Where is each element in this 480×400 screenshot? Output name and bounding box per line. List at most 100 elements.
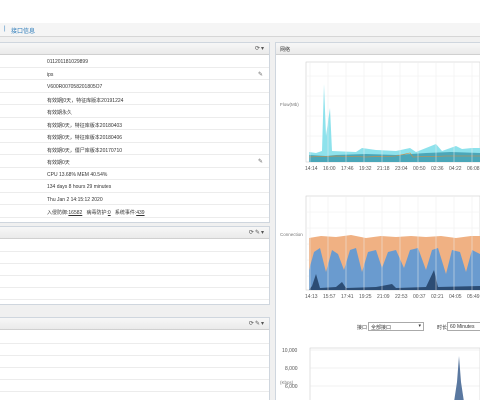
x-tick-label: 14:13 <box>305 294 318 300</box>
refresh-icon[interactable]: ⟳ <box>254 46 261 52</box>
panel-tools: ⟳▾ <box>255 45 265 52</box>
x-tick-label: 00:37 <box>413 294 426 300</box>
edit-icon[interactable]: ✎ <box>254 230 261 236</box>
flow-series-orange <box>308 152 480 158</box>
info-value: CPU 13.68% MEM 40.54% <box>47 171 108 178</box>
chevron-down-icon[interactable]: ▾ <box>260 46 265 52</box>
info-row: CPU 13.68% MEM 40.54% <box>0 169 269 181</box>
info-row: 011201181029899 <box>0 56 269 68</box>
x-tick-label: 19:25 <box>359 294 372 300</box>
tab-separator: | <box>4 26 6 32</box>
stats-row: 入侵防御:16582 病毒防护:0 系统事件:439 <box>0 206 269 218</box>
events-count-link[interactable]: 439 <box>136 210 145 216</box>
list-item <box>0 252 269 264</box>
plot-area <box>305 61 480 163</box>
list-item <box>0 344 269 356</box>
tab-interface-info[interactable]: 接口信息 <box>11 29 36 35</box>
edit-icon[interactable]: ✎ <box>254 321 261 327</box>
x-tick-label: 00:50 <box>413 166 426 172</box>
x-tick-label: 21:09 <box>377 294 390 300</box>
info-row: 有效期0天，僵尸库版本20170710 <box>0 144 269 156</box>
connection-series-dark <box>309 270 480 290</box>
plot-area <box>309 347 480 400</box>
connection-series-blue <box>309 248 480 290</box>
chevron-down-icon[interactable]: ▾ <box>260 321 265 327</box>
info-row: 有效期[0天，特征库版本20191224 <box>0 94 269 106</box>
middle-panel-header: ⟳✎▾ <box>0 227 269 239</box>
list-item <box>0 240 269 252</box>
network-panel-header: 网络 <box>276 43 480 55</box>
info-value: 011201181029899 <box>47 59 88 65</box>
x-tick-label: 04:22 <box>449 166 462 172</box>
x-tick-label: 17:41 <box>341 294 354 300</box>
bandwidth-chart: 10,000 8,000 6,000 (Kbps) <box>280 347 480 400</box>
flow-chart: Flow(Mb) 14:14 16:00 17:46 19:32 21:18 23:04 0… <box>280 61 480 172</box>
refresh-icon[interactable]: ⟳ <box>248 321 255 327</box>
top-bar <box>0 0 480 23</box>
info-row: ips ✎ <box>0 69 269 81</box>
x-tick-label: 22:53 <box>395 294 408 300</box>
info-value: Thu Jan 2 14:15:12 2020 <box>47 196 103 203</box>
bandwidth-spike <box>454 356 464 400</box>
edit-icon[interactable]: ✎ <box>257 71 263 78</box>
panel-title: 网络 <box>280 47 291 53</box>
duration-label: 时长 <box>437 325 448 331</box>
info-row: 有效期0天，特征库版本20180406 <box>0 131 269 143</box>
chevron-down-icon: ▾ <box>418 323 421 329</box>
duration-select[interactable]: 60 Minutes <box>447 322 480 331</box>
intrusion-count-link[interactable]: 16582 <box>68 210 83 216</box>
info-value: 有效期0天，特征库版本20180406 <box>47 135 123 141</box>
y-tick-label: 6,000 <box>285 384 298 390</box>
list-item <box>0 356 269 368</box>
x-tick-label: 02:21 <box>431 294 444 300</box>
info-value: 有效期0天 <box>47 160 70 166</box>
info-row: Thu Jan 2 14:15:12 2020 <box>0 194 269 206</box>
y-axis-label: Flow(Mb) <box>280 102 299 107</box>
intrusion-label: 入侵防御: <box>47 210 69 216</box>
info-value: ips <box>47 71 54 78</box>
info-row: 有效期0天 ✎ <box>0 156 269 168</box>
list-item <box>0 332 269 344</box>
x-tick-label: 23:04 <box>395 166 408 172</box>
edit-icon[interactable]: ✎ <box>257 159 263 165</box>
list-item <box>0 368 269 380</box>
chevron-down-icon[interactable]: ▾ <box>260 230 265 236</box>
info-value: 有效期0天，僵尸库版本20170710 <box>47 147 123 154</box>
virus-count-link[interactable]: 0 <box>107 210 111 216</box>
info-value: 有效期[0天，特征库版本20191224 <box>47 97 124 104</box>
interface-select[interactable]: 全部接口 ▾ <box>368 322 424 331</box>
y-axis-label: (Kbps) <box>280 380 294 385</box>
x-tick-label: 17:46 <box>341 166 354 172</box>
x-tick-label: 21:18 <box>377 166 390 172</box>
bottom-panel: ⟳✎▾ <box>0 317 270 400</box>
info-row: 有效期永久 <box>0 106 269 118</box>
y-axis-label: Connection <box>280 232 303 237</box>
info-row: 有效期0天，特征库版本20180403 <box>0 119 269 131</box>
x-tick-label: 06:08 <box>467 166 480 172</box>
info-value: 有效期0天，特征库版本20180403 <box>47 122 123 129</box>
interface-label: 接口 <box>357 325 368 331</box>
refresh-icon[interactable]: ⟳ <box>248 230 255 236</box>
middle-panel: ⟳✎▾ <box>0 226 270 305</box>
y-tick-label: 8,000 <box>285 366 298 372</box>
list-item <box>0 276 269 288</box>
connection-chart: Connection 14:13 15:57 17:41 19:25 21:09 22:5… <box>280 195 480 300</box>
flow-series-dark <box>309 152 480 162</box>
x-tick-label: 02:36 <box>431 166 444 172</box>
x-tick-label: 05:49 <box>467 294 480 300</box>
info-value: V600R007058201805O7 <box>47 84 103 90</box>
y-tick-label: 10,000 <box>282 348 298 354</box>
list-item <box>0 288 269 300</box>
panel-tools: ⟳✎▾ <box>249 320 265 327</box>
x-tick-label: 16:00 <box>323 166 336 172</box>
info-value: 134 days 8 hours 29 minutes <box>47 184 112 190</box>
x-tick-label: 15:57 <box>323 294 336 300</box>
list-item <box>0 264 269 276</box>
x-tick-label: 19:32 <box>359 166 372 172</box>
system-info-panel-header: ⟳▾ <box>0 43 269 55</box>
list-item <box>0 380 269 392</box>
virus-label: 病毒防护: <box>86 210 108 216</box>
panel-tools: ⟳✎▾ <box>249 229 265 236</box>
tab-bar: | 接口信息 <box>0 23 480 37</box>
events-label: 系统事件: <box>114 210 137 216</box>
